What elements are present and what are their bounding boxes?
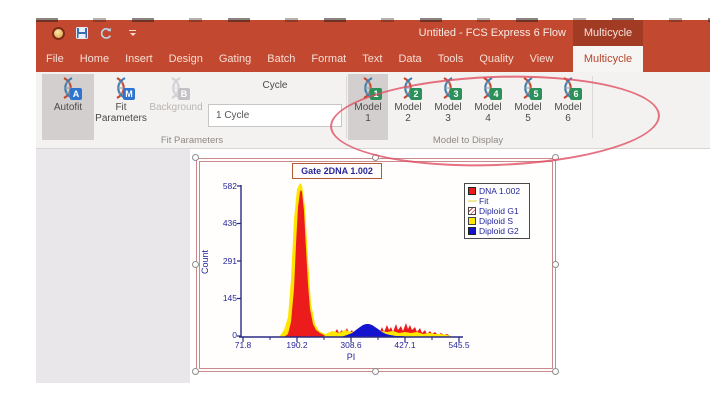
selection-handle[interactable] (372, 154, 379, 161)
dna-icon: 5 (517, 77, 542, 100)
fit-parameters-badge: M (123, 88, 135, 100)
x-tick-label: 190.2 (286, 340, 308, 350)
legend-item: Diploid G1 (468, 206, 527, 216)
legend-item: Diploid S (468, 216, 527, 226)
background-button: B Background (148, 74, 204, 140)
selection-handle[interactable] (552, 368, 559, 375)
tab-quality[interactable]: Quality (479, 53, 514, 65)
tab-tools[interactable]: Tools (437, 53, 464, 65)
window-title: Untitled - FCS Express 6 Flow (418, 27, 566, 39)
ribbon-tab-row: File Home Insert Design Gating Batch For… (36, 46, 710, 72)
fit-parameters-button[interactable]: M Fit Parameters (95, 74, 147, 140)
group-separator (592, 76, 593, 138)
contextual-tab-header: Multicycle (573, 20, 643, 46)
legend-item: Diploid G2 (468, 226, 527, 236)
model-2-button[interactable]: 2 Model 2 (388, 74, 428, 140)
background-badge: B (178, 88, 190, 100)
y-tick-label: 291 (222, 256, 237, 266)
model-1-badge: 1 (370, 88, 382, 100)
model-3-button[interactable]: 3 Model 3 (428, 74, 468, 140)
autofit-button[interactable]: A Autofit (42, 74, 94, 140)
model-5-button[interactable]: 5 Model 5 (508, 74, 548, 140)
ribbon: A Autofit M Fit Parameters (36, 72, 710, 149)
dna-icon: 6 (557, 77, 582, 100)
tab-gating[interactable]: Gating (218, 53, 252, 65)
save-icon[interactable] (76, 27, 88, 39)
x-tick-label: 427.1 (394, 340, 416, 350)
dna-icon: 1 (357, 77, 382, 100)
tab-format[interactable]: Format (311, 53, 347, 65)
dna-icon: 2 (397, 77, 422, 100)
diploid-g2-shape (341, 324, 407, 337)
undo-icon[interactable] (99, 27, 112, 40)
model-6-button[interactable]: 6 Model 6 (548, 74, 588, 140)
histogram-canvas (237, 183, 463, 342)
model-3-badge: 3 (450, 88, 462, 100)
model-2-badge: 2 (410, 88, 422, 100)
x-tick-label: 308.6 (340, 340, 362, 350)
dna-histogram-shape (284, 190, 453, 337)
tab-insert[interactable]: Insert (125, 53, 153, 65)
group-label-model-to-display: Model to Display (432, 135, 504, 146)
titlebar: Untitled - FCS Express 6 Flow Multicycle (36, 18, 710, 46)
y-tick-label: 582 (222, 181, 237, 191)
qat-customize-icon[interactable] (129, 29, 136, 37)
tab-view[interactable]: View (529, 53, 554, 65)
dna-icon: B (165, 77, 190, 100)
dna-icon: 4 (477, 77, 502, 100)
tab-home[interactable]: Home (79, 53, 110, 65)
x-tick-label: 545.5 (448, 340, 470, 350)
selection-handle[interactable] (192, 261, 199, 268)
model-1-button[interactable]: 1 Model 1 (348, 74, 388, 140)
model-6-badge: 6 (570, 88, 582, 100)
tab-file[interactable]: File (46, 53, 64, 65)
histogram-plot-object[interactable]: Gate 2DNA 1.002 DNA 1.002 Fit Diploid G1… (196, 158, 556, 372)
tab-design[interactable]: Design (168, 53, 203, 65)
model-5-badge: 5 (530, 88, 542, 100)
y-tick-label: 0 (232, 330, 237, 340)
group-label-fit-parameters: Fit Parameters (160, 135, 224, 146)
group-separator (346, 76, 347, 138)
autofit-badge: A (70, 88, 82, 100)
selection-handle[interactable] (372, 368, 379, 375)
yellow-swatch-icon (468, 217, 476, 225)
dna-icon: 3 (437, 77, 462, 100)
y-axis-label: Count (200, 249, 210, 275)
tab-text[interactable]: Text (362, 53, 383, 65)
fit-line-swatch-icon (468, 200, 477, 202)
quick-access-toolbar (52, 20, 136, 46)
selection-handle[interactable] (192, 154, 199, 161)
selection-handle[interactable] (552, 261, 559, 268)
plot-title[interactable]: Gate 2DNA 1.002 (292, 163, 382, 179)
cycle-caption: Cycle (262, 80, 288, 91)
workspace-side-panel (36, 149, 190, 383)
dna-icon: A (57, 77, 82, 100)
y-tick-label: 145 (222, 293, 237, 303)
tab-batch[interactable]: Batch (267, 53, 296, 65)
tab-data[interactable]: Data (398, 53, 422, 65)
x-axis-label: PI (346, 352, 356, 362)
red-swatch-icon (468, 187, 476, 195)
x-tick-label: 71.8 (234, 340, 252, 350)
y-tick-label: 436 (222, 218, 237, 228)
selection-handle[interactable] (192, 368, 199, 375)
legend-item: Fit (468, 196, 527, 206)
app-logo-icon[interactable] (52, 26, 65, 40)
plot-legend[interactable]: DNA 1.002 Fit Diploid G1 Diploid S Diplo… (464, 183, 530, 239)
legend-item: DNA 1.002 (468, 186, 527, 196)
blue-swatch-icon (468, 227, 476, 235)
cycle-combobox[interactable]: 1 Cycle (208, 104, 342, 127)
model-4-button[interactable]: 4 Model 4 (468, 74, 508, 140)
model-4-badge: 4 (490, 88, 502, 100)
hatched-swatch-icon (468, 207, 476, 215)
titlebar-artifact (36, 18, 710, 22)
tab-multicycle[interactable]: Multicycle (573, 46, 643, 72)
dna-icon: M (110, 77, 135, 100)
selection-handle[interactable] (552, 154, 559, 161)
